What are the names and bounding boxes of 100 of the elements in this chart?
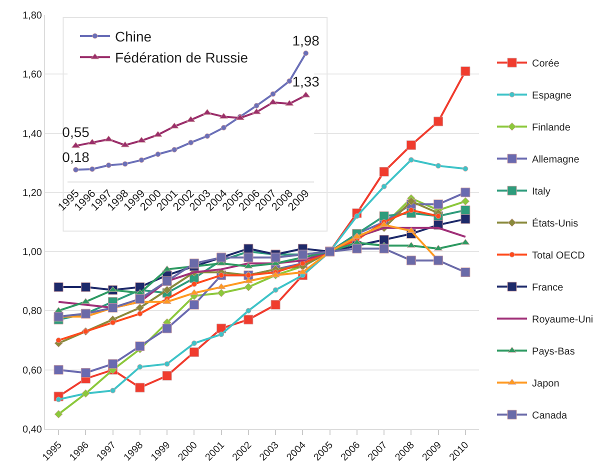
point	[108, 286, 118, 292]
point	[162, 276, 172, 286]
point	[379, 166, 389, 176]
point	[80, 368, 90, 378]
point	[270, 300, 280, 310]
point	[89, 166, 95, 172]
point	[379, 244, 389, 254]
point	[162, 371, 172, 381]
point	[460, 268, 470, 278]
point	[162, 324, 172, 334]
data-label: 0,18	[62, 149, 90, 166]
point	[381, 184, 387, 190]
legend-label: Royaume-Uni	[532, 314, 594, 326]
point	[303, 50, 309, 56]
point	[122, 161, 128, 167]
point	[135, 341, 145, 351]
point	[108, 303, 118, 313]
point	[137, 364, 143, 370]
legend-label: Corée	[532, 58, 560, 70]
point	[379, 234, 389, 244]
point	[136, 304, 144, 312]
point	[379, 211, 389, 221]
point	[406, 242, 416, 248]
point	[56, 338, 62, 344]
data-label: 1,98	[292, 32, 320, 49]
point	[254, 102, 260, 108]
point	[155, 151, 161, 157]
point	[217, 283, 226, 290]
point	[246, 308, 252, 314]
point	[244, 277, 253, 284]
point	[460, 205, 470, 215]
point	[172, 146, 178, 152]
point	[138, 157, 144, 163]
point	[191, 340, 197, 346]
point	[244, 252, 254, 262]
y-tick-label: 0,80	[22, 306, 42, 318]
point	[461, 238, 470, 245]
point	[461, 197, 470, 206]
point	[252, 108, 261, 114]
point	[204, 133, 210, 139]
point	[272, 287, 278, 293]
point	[244, 282, 253, 292]
legend-label: Italy	[532, 186, 550, 198]
point	[436, 163, 442, 169]
point	[408, 157, 414, 163]
legend-label: Allemagne	[532, 154, 580, 166]
point	[191, 281, 197, 287]
legend-label: Total OECD	[532, 250, 585, 262]
point	[407, 197, 416, 206]
point	[54, 365, 64, 375]
point	[217, 288, 226, 298]
point	[434, 244, 443, 251]
point	[244, 244, 254, 254]
point	[189, 300, 199, 310]
point	[135, 382, 145, 392]
legend-label: Finlande	[532, 122, 571, 134]
point	[286, 78, 292, 84]
point	[460, 188, 470, 198]
point	[120, 141, 130, 148]
data-label: 0,55	[62, 124, 90, 140]
point	[54, 410, 63, 418]
point	[189, 347, 199, 357]
point	[352, 244, 362, 254]
point	[135, 294, 145, 304]
point	[73, 167, 79, 173]
point	[460, 214, 470, 224]
y-tick-label: 1,60	[22, 70, 42, 81]
point	[285, 100, 294, 106]
legend-label: Canada	[532, 410, 568, 422]
y-tick-label: 0,60	[22, 365, 42, 376]
legend-label: Espagne	[532, 90, 572, 102]
point	[218, 332, 224, 338]
point	[110, 320, 116, 326]
point	[406, 256, 416, 266]
point	[406, 140, 416, 150]
point	[188, 140, 194, 146]
point	[162, 286, 172, 294]
point	[54, 312, 64, 322]
legend-label: États-Unis	[532, 218, 578, 230]
point	[219, 112, 228, 119]
y-tick-label: 1,00	[22, 247, 42, 258]
legend-label: Japon	[532, 378, 560, 390]
legend-label: Fédération de Russie	[114, 50, 248, 66]
point	[270, 91, 276, 97]
y-tick-label: 1,20	[22, 188, 42, 199]
point	[220, 124, 226, 130]
point	[54, 282, 64, 292]
point	[434, 200, 444, 210]
legend-label: Chine	[114, 28, 152, 44]
data-label: 1,33	[292, 73, 320, 90]
y-tick-label: 1,40	[22, 128, 42, 140]
legend-label: France	[532, 282, 564, 294]
point	[434, 116, 444, 126]
point	[110, 388, 116, 394]
legend-label: Pays-Bas	[532, 346, 575, 358]
point	[80, 282, 90, 292]
point	[189, 258, 199, 268]
y-tick-label: 0,40	[22, 424, 42, 436]
point	[106, 162, 112, 168]
point	[108, 359, 118, 369]
